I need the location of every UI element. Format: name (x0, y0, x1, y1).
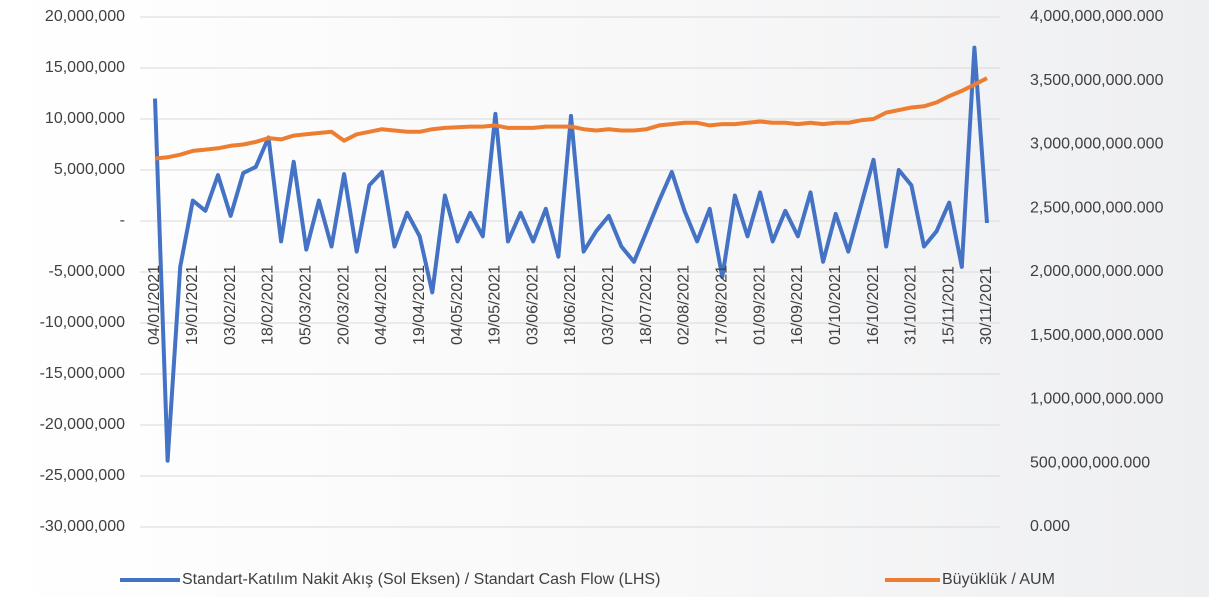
x-tick-label: 05/03/2021 (297, 265, 314, 345)
y2-tick-label: 1,500,000,000.000 (1030, 327, 1164, 344)
x-tick-label: 01/10/2021 (827, 265, 844, 345)
series-line (154, 76, 988, 161)
series-line (153, 45, 989, 463)
x-tick-label: 16/09/2021 (789, 265, 806, 345)
y2-tick-label: 4,000,000,000.000 (1030, 8, 1164, 25)
y2-tick-label: 3,500,000,000.000 (1030, 72, 1164, 89)
y-tick-label: -25,000,000 (40, 467, 126, 484)
x-tick-label: 03/02/2021 (222, 265, 239, 345)
y2-tick-label: 3,000,000,000.000 (1030, 136, 1164, 153)
x-tick-label: 18/02/2021 (260, 265, 277, 345)
x-tick-label: 20/03/2021 (335, 265, 352, 345)
x-tick-label: 03/07/2021 (600, 265, 617, 345)
y2-tick-label: 2,500,000,000.000 (1030, 199, 1164, 216)
x-tick-label: 19/04/2021 (411, 265, 428, 345)
x-tick-label: 17/08/2021 (713, 265, 730, 345)
x-tick-label: 19/05/2021 (487, 265, 504, 345)
x-tick-label: 19/01/2021 (184, 265, 201, 345)
legend-label: Standart-Katılım Nakit Akış (Sol Eksen) … (182, 571, 660, 588)
y-tick-label: - (120, 212, 125, 229)
x-tick-label: 04/05/2021 (449, 265, 466, 345)
y2-tick-label: 500,000,000.000 (1030, 454, 1150, 471)
y-tick-label: -20,000,000 (40, 416, 126, 433)
x-tick-label: 18/07/2021 (638, 265, 655, 345)
x-tick-label: 02/08/2021 (676, 265, 693, 345)
y-tick-label: -5,000,000 (48, 263, 125, 280)
x-tick-label: 03/06/2021 (524, 265, 541, 345)
y-tick-label: -15,000,000 (40, 365, 126, 382)
x-tick-label: 31/10/2021 (903, 265, 920, 345)
y2-tick-label: 2,000,000,000.000 (1030, 263, 1164, 280)
x-tick-label: 01/09/2021 (751, 265, 768, 345)
y-tick-label: -10,000,000 (40, 314, 126, 331)
x-tick-label: 16/10/2021 (865, 265, 882, 345)
y-tick-label: 15,000,000 (45, 59, 125, 76)
x-tick-label: 04/01/2021 (146, 265, 163, 345)
y-tick-label: 20,000,000 (45, 8, 125, 25)
y-tick-label: 10,000,000 (45, 110, 125, 127)
legend-label: Büyüklük / AUM (942, 571, 1055, 588)
y-tick-label: 5,000,000 (54, 161, 125, 178)
y2-tick-label: 1,000,000,000.000 (1030, 391, 1164, 408)
x-tick-label: 15/11/2021 (940, 266, 957, 345)
y-tick-label: -30,000,000 (40, 518, 126, 535)
x-tick-label: 30/11/2021 (978, 266, 995, 345)
x-tick-label: 18/06/2021 (562, 265, 579, 345)
y2-tick-label: 0.000 (1030, 518, 1070, 535)
x-tick-label: 04/04/2021 (373, 265, 390, 345)
